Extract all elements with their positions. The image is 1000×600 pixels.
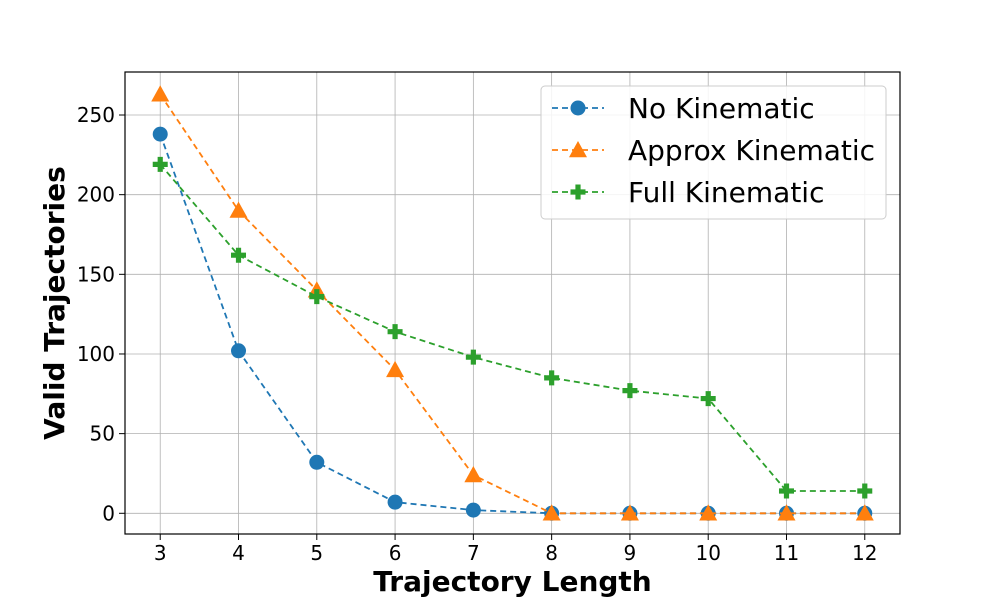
data-point: [465, 349, 481, 365]
data-point: [777, 504, 796, 521]
y-axis-ticks: 0 50 100 150 200 250: [77, 103, 125, 525]
data-point: [620, 504, 639, 521]
legend: No Kinematic Approx Kinematic Full Kinemat…: [540, 85, 887, 220]
data-point: [387, 494, 403, 510]
legend-entry: Approx Kinematic: [552, 134, 875, 167]
legend-label: Full Kinematic: [628, 176, 824, 209]
x-tick-label: 7: [467, 541, 480, 565]
data-point: [464, 466, 483, 483]
x-axis-ticks: 3 4 5 6 7 8 9 10 11 12: [154, 534, 877, 565]
data-point: [699, 504, 718, 521]
data-point: [570, 184, 586, 200]
data-point: [465, 502, 481, 518]
legend-label: No Kinematic: [628, 92, 815, 125]
x-tick-label: 8: [545, 541, 558, 565]
series-layer: [151, 85, 874, 521]
data-point: [152, 156, 168, 172]
y-tick-label: 100: [77, 342, 115, 366]
data-point: [778, 483, 794, 499]
data-point: [570, 100, 586, 116]
data-point: [855, 504, 874, 521]
x-axis-title: Trajectory Length: [373, 565, 651, 598]
data-point: [231, 247, 247, 263]
legend-box: [540, 85, 887, 220]
data-point: [569, 141, 587, 158]
x-tick-label: 3: [154, 541, 167, 565]
legend-entry: No Kinematic: [552, 92, 815, 125]
x-tick-label: 6: [389, 541, 402, 565]
legend-label: Approx Kinematic: [628, 134, 875, 167]
data-point: [544, 370, 560, 386]
y-tick-label: 50: [90, 422, 115, 446]
data-point: [151, 85, 170, 102]
series-full-kinematic: [152, 156, 873, 499]
series-approx-kinematic: [151, 85, 874, 521]
x-tick-label: 4: [232, 541, 245, 565]
series-line: [159, 163, 865, 492]
x-tick-label: 12: [852, 541, 877, 565]
x-tick-label: 5: [310, 541, 323, 565]
data-point: [309, 454, 325, 470]
data-point: [231, 343, 247, 359]
plot-frame: [124, 71, 901, 535]
data-point: [152, 126, 168, 142]
y-tick-label: 200: [77, 183, 115, 207]
data-point: [542, 504, 561, 521]
x-tick-label: 10: [695, 541, 720, 565]
y-tick-label: 0: [102, 501, 115, 525]
data-point: [386, 360, 405, 378]
y-tick-label: 250: [77, 103, 115, 127]
data-point: [229, 201, 248, 218]
data-point: [309, 289, 325, 305]
data-point: [700, 391, 716, 407]
y-axis-title: Valid Trajectories: [38, 166, 71, 440]
data-point: [387, 324, 403, 340]
x-tick-label: 11: [774, 541, 799, 565]
series-line: [159, 133, 865, 515]
y-tick-label: 150: [77, 262, 115, 286]
x-tick-label: 9: [624, 541, 637, 565]
legend-entry: Full Kinematic: [552, 176, 824, 209]
data-point: [622, 383, 638, 399]
data-point: [857, 483, 873, 499]
